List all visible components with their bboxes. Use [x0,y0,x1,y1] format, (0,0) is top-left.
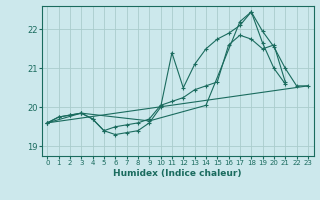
X-axis label: Humidex (Indice chaleur): Humidex (Indice chaleur) [113,169,242,178]
